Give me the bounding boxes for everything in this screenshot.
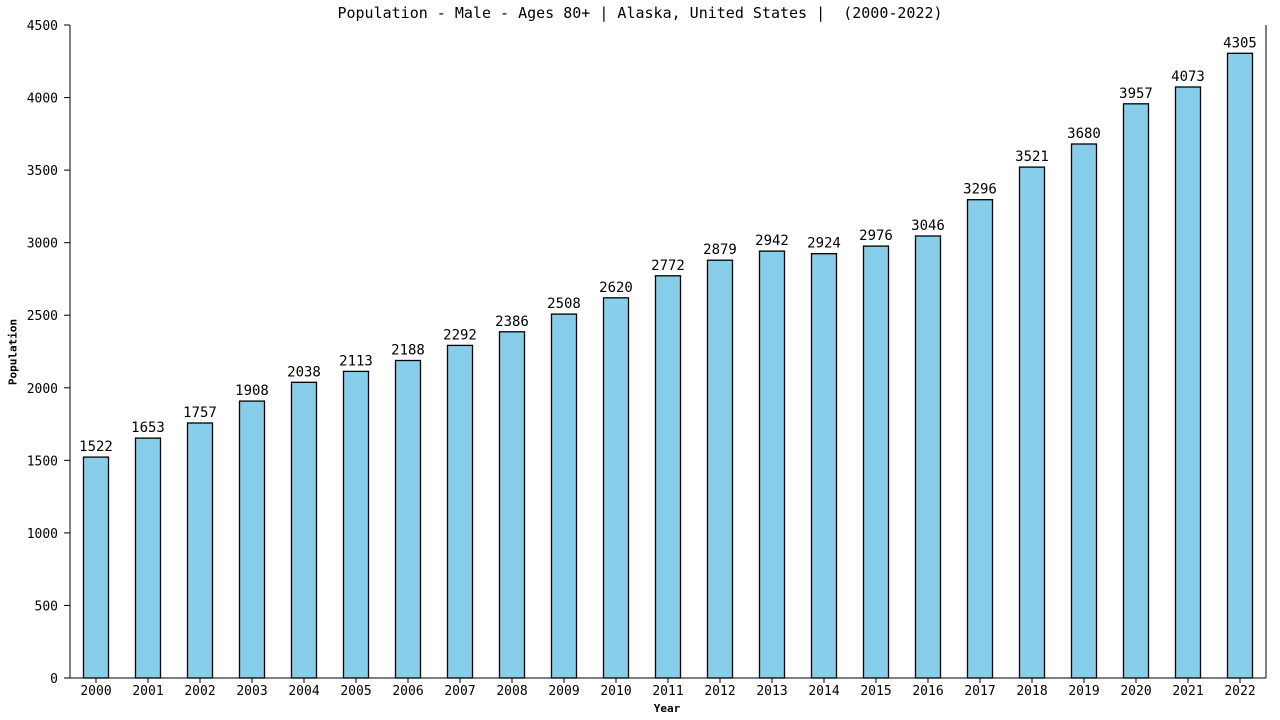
bar-2022 <box>1226 52 1254 679</box>
data-label-2004: 2038 <box>287 364 321 380</box>
data-label-2013: 2942 <box>755 233 789 249</box>
y-tick-label-3500: 3500 <box>27 164 58 179</box>
bar-2001 <box>134 437 162 679</box>
y-tick-label-2000: 2000 <box>27 382 58 397</box>
data-label-2017: 3296 <box>963 182 997 198</box>
x-tick-label-2011: 2011 <box>652 684 683 699</box>
x-tick-label-2016: 2016 <box>912 684 943 699</box>
x-tick-label-2018: 2018 <box>1016 684 1047 699</box>
bar-2002 <box>186 422 214 679</box>
y-tick-label-3000: 3000 <box>27 237 58 252</box>
bar-2009 <box>550 313 578 679</box>
bar-2008 <box>498 331 526 679</box>
data-label-2012: 2879 <box>703 242 737 258</box>
x-tick-label-2010: 2010 <box>600 684 631 699</box>
data-label-2018: 3521 <box>1015 149 1049 165</box>
data-label-2015: 2976 <box>859 228 893 244</box>
bar-2003 <box>238 400 266 679</box>
x-tick-label-2006: 2006 <box>392 684 423 699</box>
data-label-2002: 1757 <box>183 405 217 421</box>
bar-2000 <box>82 456 110 679</box>
bar-2005 <box>342 370 370 679</box>
bar-2011 <box>654 275 682 679</box>
x-axis-label: Year <box>653 702 681 715</box>
data-label-2016: 3046 <box>911 218 945 234</box>
data-label-2005: 2113 <box>339 353 373 369</box>
bar-2016 <box>914 235 942 679</box>
y-tick-label-4500: 4500 <box>27 19 58 34</box>
data-label-2001: 1653 <box>131 420 165 436</box>
data-label-2021: 4073 <box>1171 69 1205 85</box>
x-tick-label-2001: 2001 <box>132 684 163 699</box>
bar-2017 <box>966 199 994 679</box>
bar-2020 <box>1122 103 1150 679</box>
chart-title: Population - Male - Ages 80+ | Alaska, U… <box>337 4 943 22</box>
data-label-2014: 2924 <box>807 236 841 252</box>
x-tick-label-2004: 2004 <box>288 684 319 699</box>
x-tick-label-2017: 2017 <box>964 684 995 699</box>
y-tick-label-1000: 1000 <box>27 527 58 542</box>
bar-2013 <box>758 250 786 679</box>
x-tick-label-2015: 2015 <box>860 684 891 699</box>
x-tick-label-2002: 2002 <box>184 684 215 699</box>
data-label-2019: 3680 <box>1067 126 1101 142</box>
bar-2007 <box>446 344 474 679</box>
bar-2004 <box>290 381 318 679</box>
axes-group <box>64 24 1267 683</box>
y-tick-label-2500: 2500 <box>27 309 58 324</box>
data-label-2007: 2292 <box>443 327 477 343</box>
bar-2010 <box>602 297 630 679</box>
data-label-2020: 3957 <box>1119 86 1153 102</box>
x-tick-label-2000: 2000 <box>80 684 111 699</box>
x-tick-label-2019: 2019 <box>1068 684 1099 699</box>
x-tick-label-2022: 2022 <box>1224 684 1255 699</box>
bar-2018 <box>1018 166 1046 679</box>
bar-2014 <box>810 253 838 679</box>
x-tick-label-2020: 2020 <box>1120 684 1151 699</box>
y-tick-label-4000: 4000 <box>27 92 58 107</box>
data-label-2011: 2772 <box>651 258 685 274</box>
data-label-2009: 2508 <box>547 296 581 312</box>
y-tick-label-1500: 1500 <box>27 454 58 469</box>
x-tick-label-2007: 2007 <box>444 684 475 699</box>
y-tick-label-0: 0 <box>50 672 58 687</box>
labels-group: 1522 2000 1653 2001 1757 2002 1908 2003 2038 2004… <box>27 19 1257 699</box>
x-tick-label-2009: 2009 <box>548 684 579 699</box>
bar-2006 <box>394 359 422 679</box>
data-label-2022: 4305 <box>1223 35 1257 51</box>
x-tick-label-2014: 2014 <box>808 684 839 699</box>
x-tick-label-2013: 2013 <box>756 684 787 699</box>
bars-group <box>82 52 1254 679</box>
x-tick-label-2021: 2021 <box>1172 684 1203 699</box>
bar-2019 <box>1070 143 1098 679</box>
data-label-2006: 2188 <box>391 343 425 359</box>
data-label-2003: 1908 <box>235 383 269 399</box>
bar-2021 <box>1174 86 1202 679</box>
data-label-2010: 2620 <box>599 280 633 296</box>
bar-2012 <box>706 259 734 679</box>
data-label-2008: 2386 <box>495 314 529 330</box>
bar-2015 <box>862 245 890 679</box>
x-tick-label-2012: 2012 <box>704 684 735 699</box>
data-label-2000: 1522 <box>79 439 113 455</box>
x-tick-label-2003: 2003 <box>236 684 267 699</box>
x-tick-label-2008: 2008 <box>496 684 527 699</box>
x-tick-label-2005: 2005 <box>340 684 371 699</box>
y-tick-label-500: 500 <box>35 599 58 614</box>
